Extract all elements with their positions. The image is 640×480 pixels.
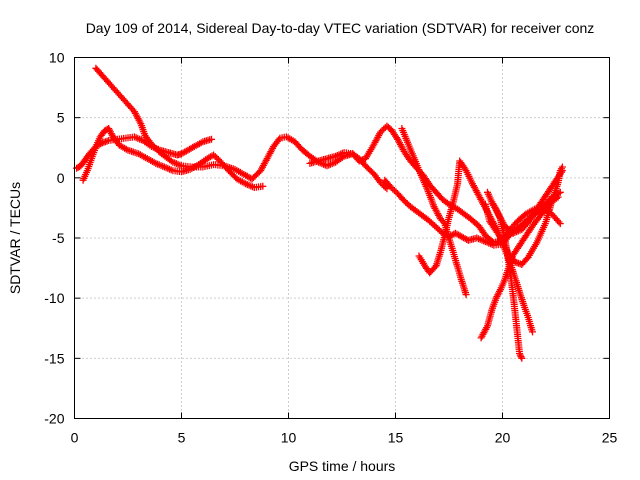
y-tick-label: -5 [52,230,65,246]
y-tick-label: 10 [49,50,65,66]
plus-marker-trace [484,167,566,237]
x-tick-label: 5 [178,430,186,446]
y-tick-label: -10 [44,290,64,306]
y-tick-label: 0 [57,170,65,186]
plus-marker-trace [398,125,470,299]
x-tick-label: 15 [388,430,404,446]
y-tick-label: -15 [44,350,64,366]
data-points [73,64,566,362]
plus-marker-trace [92,64,391,193]
plus-marker-trace [481,163,566,268]
chart-title: Day 109 of 2014, Sidereal Day-to-day VTE… [86,20,595,36]
y-tick-label: -20 [44,411,64,427]
y-tick-labels: -20 -15 -10 -5 0 5 10 [44,50,64,427]
plus-marker-trace [79,125,267,191]
series-arc-11 [484,167,566,237]
series-arc-3 [92,64,391,193]
plot-frame [74,57,610,419]
series-arc-6 [398,125,470,299]
x-tick-label: 10 [281,430,297,446]
series-arc-10 [481,163,566,268]
x-axis-label: GPS time / hours [289,458,396,474]
x-tick-labels: 0 5 10 15 20 25 [71,430,618,446]
series-arc-2 [79,125,267,191]
y-axis-label: SDTVAR / TECUs [7,182,23,294]
x-tick-label: 20 [495,430,511,446]
y-tick-label: 5 [57,110,65,126]
grid-lines [74,57,610,419]
x-tick-label: 0 [71,430,79,446]
x-tick-label: 25 [602,430,618,446]
